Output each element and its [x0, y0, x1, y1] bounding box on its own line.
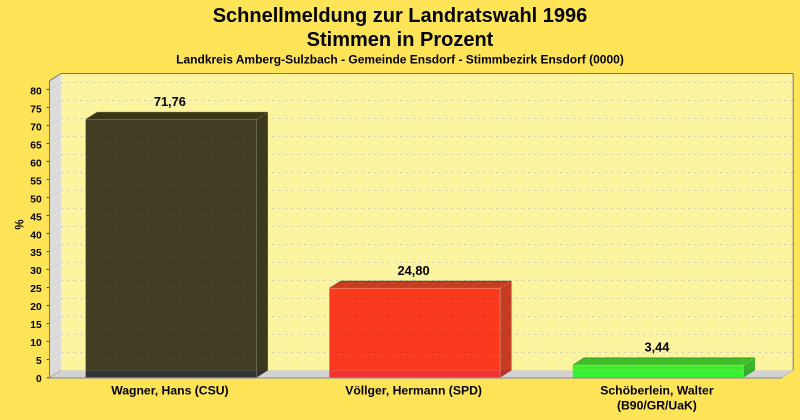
svg-text:Wagner, Hans (CSU): Wagner, Hans (CSU) — [111, 384, 228, 398]
svg-text:(B90/GR/UaK): (B90/GR/UaK) — [617, 399, 697, 413]
svg-text:60: 60 — [30, 158, 42, 169]
svg-text:25: 25 — [30, 284, 42, 295]
svg-text:71,76: 71,76 — [154, 94, 186, 109]
svg-text:80: 80 — [30, 86, 42, 97]
svg-text:0: 0 — [36, 374, 42, 385]
svg-text:5: 5 — [36, 356, 42, 367]
svg-text:55: 55 — [30, 176, 42, 187]
svg-text:Schnellmeldung zur Landratswah: Schnellmeldung zur Landratswahl 1996 — [213, 5, 588, 27]
svg-text:30: 30 — [30, 266, 42, 277]
svg-text:Stimmen in Prozent: Stimmen in Prozent — [307, 29, 494, 51]
svg-text:24,80: 24,80 — [398, 263, 430, 278]
svg-text:%: % — [15, 219, 27, 229]
svg-text:75: 75 — [30, 104, 42, 115]
svg-text:20: 20 — [30, 302, 42, 313]
svg-text:15: 15 — [30, 320, 42, 331]
svg-text:Völlger, Hermann (SPD): Völlger, Hermann (SPD) — [345, 384, 482, 398]
svg-text:50: 50 — [30, 194, 42, 205]
svg-text:65: 65 — [30, 140, 42, 151]
svg-text:70: 70 — [30, 122, 42, 133]
svg-text:40: 40 — [30, 230, 42, 241]
svg-text:45: 45 — [30, 212, 42, 223]
svg-text:3,44: 3,44 — [644, 340, 670, 355]
svg-text:Landkreis Amberg-Sulzbach - Ge: Landkreis Amberg-Sulzbach - Gemeinde Ens… — [176, 52, 624, 66]
svg-text:10: 10 — [30, 338, 42, 349]
svg-text:35: 35 — [30, 248, 42, 259]
svg-text:Schöberlein, Walter: Schöberlein, Walter — [600, 384, 714, 398]
